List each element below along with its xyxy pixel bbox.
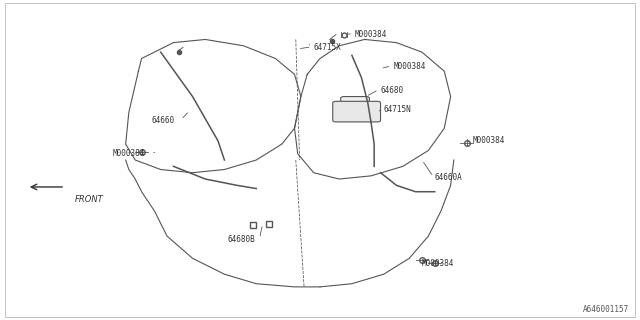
- FancyBboxPatch shape: [333, 101, 381, 122]
- Text: M000384: M000384: [394, 62, 426, 71]
- Text: 64680B: 64680B: [228, 235, 255, 244]
- Text: M000384: M000384: [422, 259, 454, 268]
- Text: 64660A: 64660A: [435, 173, 463, 182]
- Text: A646001157: A646001157: [583, 305, 629, 314]
- Text: 64715X: 64715X: [314, 43, 341, 52]
- FancyBboxPatch shape: [340, 97, 369, 109]
- Text: M000384: M000384: [113, 149, 145, 158]
- Text: M000384: M000384: [355, 30, 387, 39]
- Text: 64660: 64660: [151, 116, 174, 125]
- Text: M000384: M000384: [473, 136, 506, 146]
- Text: 64680: 64680: [381, 86, 404, 95]
- Text: FRONT: FRONT: [75, 195, 104, 204]
- Text: 64715N: 64715N: [384, 105, 412, 114]
